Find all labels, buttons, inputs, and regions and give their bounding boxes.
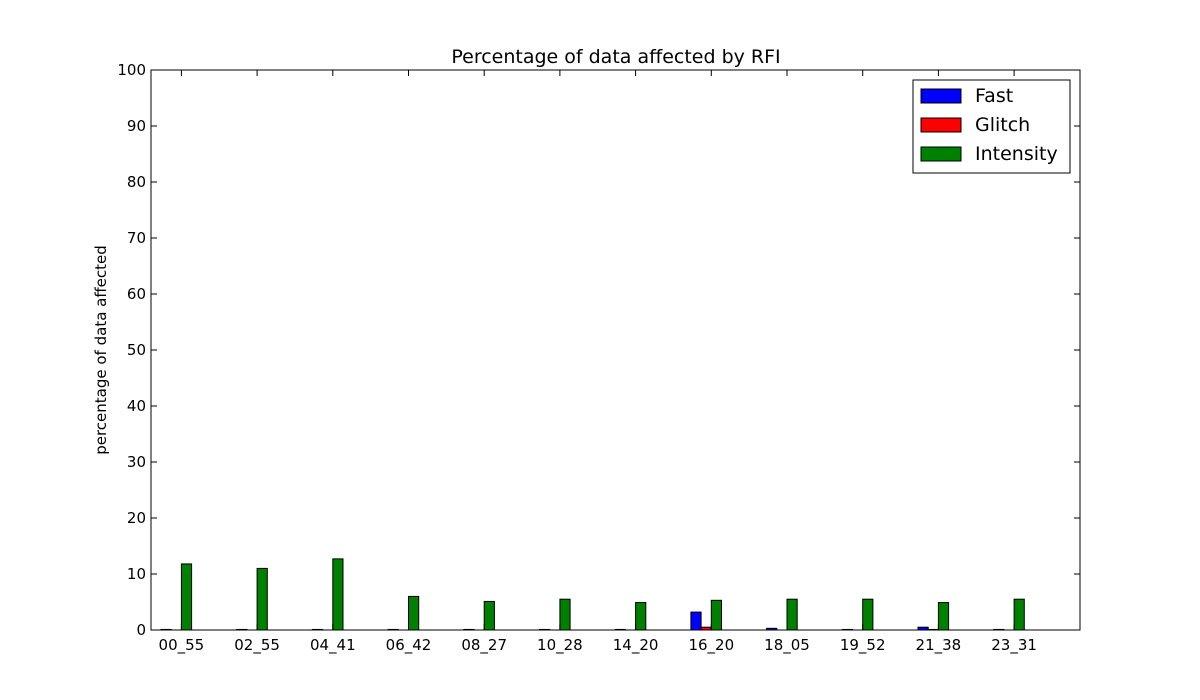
bar-intensity-18_05 — [786, 598, 798, 631]
legend-swatch-intensity — [920, 146, 962, 162]
y-axis-label: percentage of data affected — [92, 245, 110, 455]
y-tick-label: 70 — [127, 229, 146, 247]
legend-swatch-fast — [920, 88, 962, 104]
bars-group — [160, 558, 1025, 631]
x-tick-label: 10_28 — [537, 636, 583, 655]
y-tick-label: 100 — [117, 61, 146, 79]
x-tick-label: 14_20 — [613, 636, 659, 655]
legend-label-fast: Fast — [975, 85, 1013, 107]
x-tick-label: 02_55 — [234, 636, 280, 655]
legend-label-intensity: Intensity — [975, 143, 1058, 165]
y-tick-label: 60 — [127, 285, 146, 303]
x-tick-label: 00_55 — [159, 636, 205, 655]
bar-intensity-10_28 — [559, 598, 571, 631]
bar-intensity-16_20 — [710, 599, 722, 631]
bar-intensity-19_52 — [862, 598, 874, 631]
y-tick-label: 20 — [127, 509, 146, 527]
bar-intensity-00_55 — [180, 563, 193, 631]
x-tick-label: 06_42 — [386, 636, 432, 655]
y-tick-label: 50 — [127, 341, 146, 359]
bar-intensity-04_41 — [332, 558, 344, 631]
bar-fast-16_20 — [690, 611, 702, 631]
y-tick-label: 0 — [136, 621, 146, 639]
legend: Fast Glitch Intensity — [912, 79, 1071, 174]
y-tick-label: 90 — [127, 117, 146, 135]
bar-intensity-14_20 — [635, 602, 647, 631]
axes-group: 0 10 20 30 40 50 60 70 80 90 100 00_55 02_55 04_41 06_… — [117, 61, 1081, 655]
x-tick-label: 04_41 — [310, 636, 356, 655]
bar-intensity-21_38 — [937, 602, 950, 631]
y-tick-label: 40 — [127, 397, 146, 415]
y-tick-label: 80 — [127, 173, 146, 191]
chart-title: Percentage of data affected by RFI — [451, 46, 780, 68]
x-tick-label: 23_31 — [991, 636, 1037, 655]
bar-intensity-23_31 — [1013, 598, 1025, 631]
bar-intensity-08_27 — [483, 600, 495, 631]
x-tick-label: 18_05 — [764, 636, 810, 655]
legend-label-glitch: Glitch — [975, 114, 1030, 136]
x-tick-label: 16_20 — [688, 636, 734, 655]
legend-swatch-glitch — [920, 117, 962, 133]
y-tick-label: 10 — [127, 565, 146, 583]
x-tick-label: 08_27 — [461, 636, 507, 655]
bar-intensity-06_42 — [408, 595, 420, 631]
y-tick-label: 30 — [127, 453, 146, 471]
x-tick-label: 19_52 — [840, 636, 886, 655]
bar-intensity-02_55 — [256, 567, 268, 631]
x-tick-label: 21_38 — [916, 636, 962, 655]
